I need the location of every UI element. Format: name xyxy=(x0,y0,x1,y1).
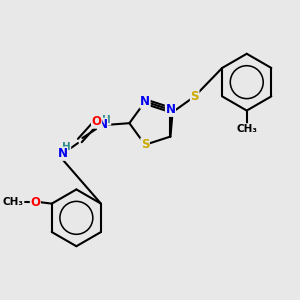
Text: S: S xyxy=(141,138,149,151)
Text: O: O xyxy=(30,196,40,208)
Text: N: N xyxy=(58,147,68,160)
Text: N: N xyxy=(98,118,108,131)
Text: O: O xyxy=(92,115,102,128)
Text: H: H xyxy=(62,142,70,152)
Text: N: N xyxy=(166,103,176,116)
Text: H: H xyxy=(102,115,111,125)
Text: CH₃: CH₃ xyxy=(236,124,257,134)
Text: N: N xyxy=(140,95,150,108)
Text: CH₃: CH₃ xyxy=(3,197,24,207)
Text: S: S xyxy=(190,90,199,103)
